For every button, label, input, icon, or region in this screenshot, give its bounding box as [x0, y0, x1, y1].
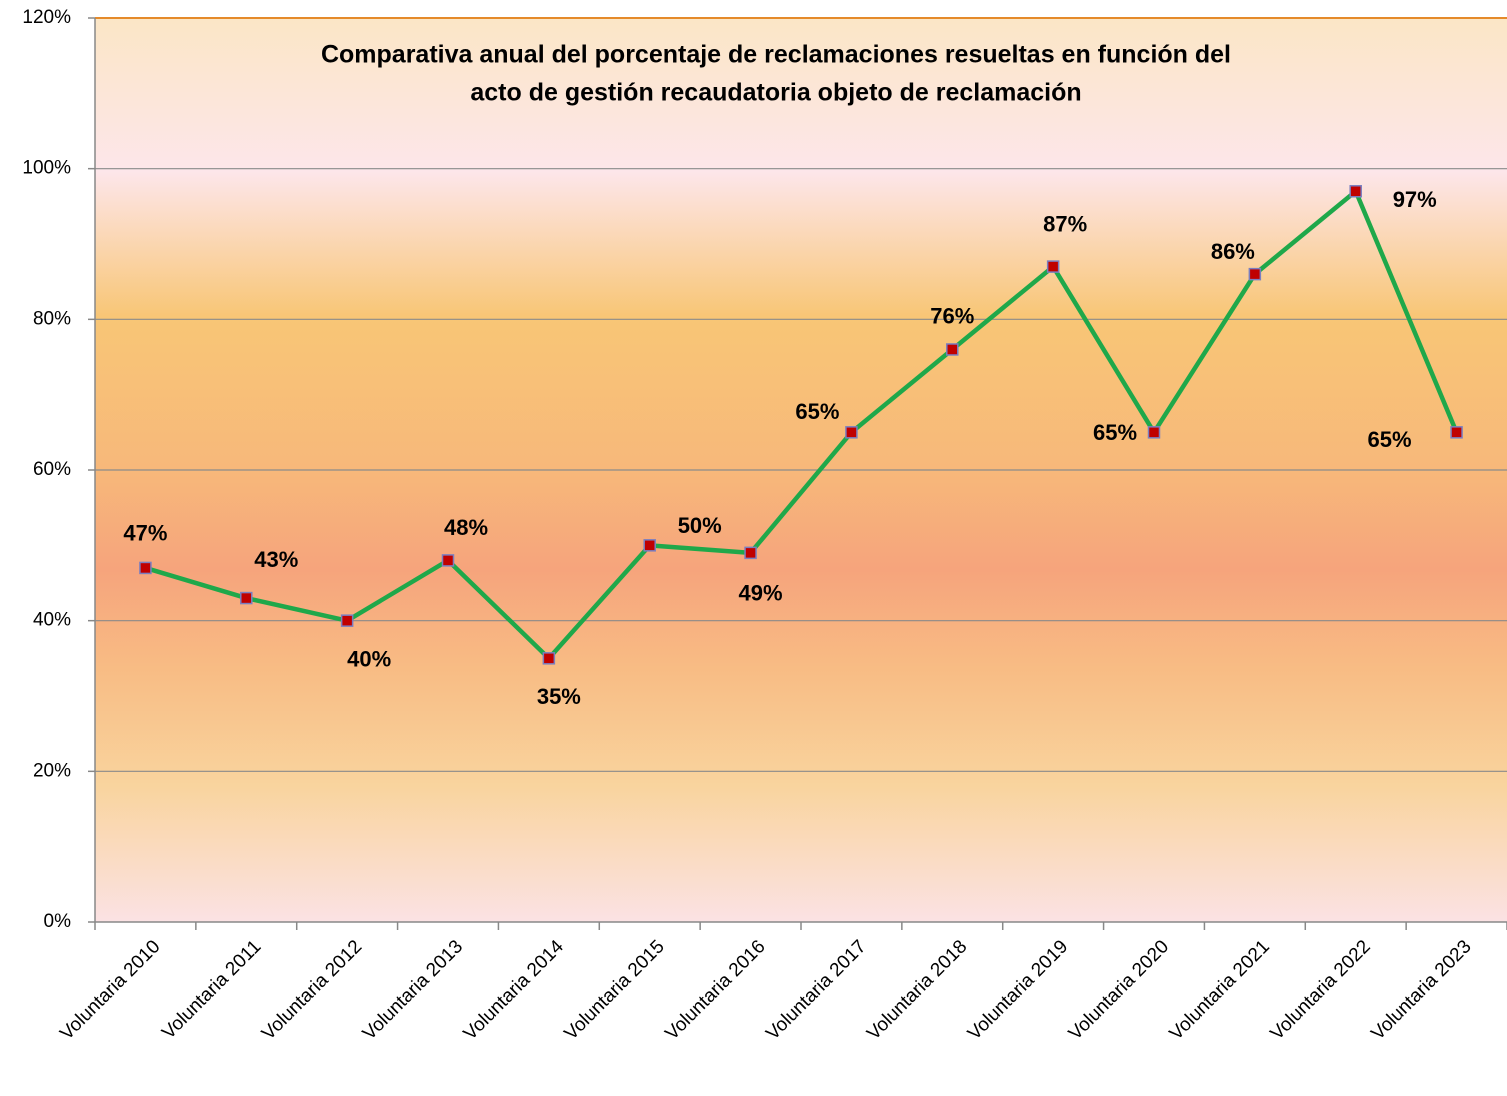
marker — [240, 591, 253, 605]
data-label: 86% — [1211, 239, 1255, 264]
marker — [744, 546, 757, 560]
data-label: 43% — [254, 547, 298, 572]
x-tick-label: Voluntaria 2020 — [1065, 936, 1173, 1044]
marker — [1349, 185, 1362, 198]
y-tick-label: 100% — [22, 158, 71, 179]
x-tick-label: Voluntaria 2013 — [359, 936, 467, 1044]
y-tick-label: 80% — [33, 308, 71, 329]
x-tick-label: Voluntaria 2014 — [460, 936, 569, 1045]
chart-title: Comparativa anual del porcentaje de recl… — [321, 41, 1231, 69]
y-tick-label: 20% — [33, 760, 71, 781]
data-label: 35% — [537, 684, 581, 709]
x-tick-label: Voluntaria 2022 — [1267, 936, 1375, 1044]
y-tick-label: 120% — [22, 7, 71, 28]
data-label: 48% — [444, 515, 488, 540]
y-tick-label: 60% — [33, 459, 71, 480]
data-label: 40% — [347, 646, 391, 671]
data-label: 65% — [1093, 420, 1137, 445]
x-tick-label: Voluntaria 2021 — [1166, 936, 1274, 1044]
data-label: 49% — [739, 581, 783, 606]
marker — [542, 652, 556, 665]
data-line — [144, 189, 1459, 661]
marker — [643, 539, 656, 552]
data-label: 97% — [1393, 187, 1437, 212]
x-tick-label: Voluntaria 2019 — [964, 936, 1072, 1044]
data-label: 65% — [1368, 427, 1412, 452]
data-label: 87% — [1043, 211, 1087, 236]
x-tick-label: Voluntaria 2023 — [1367, 936, 1475, 1044]
x-tick-label: Voluntaria 2016 — [661, 936, 769, 1044]
marker — [946, 343, 959, 356]
y-tick-label: 0% — [44, 911, 72, 932]
marker — [1147, 426, 1161, 439]
data-label: 47% — [123, 521, 167, 546]
marker — [1450, 426, 1463, 439]
x-tick-label: Voluntaria 2012 — [258, 936, 366, 1044]
marker — [1248, 267, 1262, 281]
chart-title: acto de gestión recaudatoria objeto de r… — [470, 79, 1081, 107]
data-label: 76% — [930, 303, 974, 328]
marker — [845, 426, 858, 439]
x-tick-label: Voluntaria 2011 — [158, 936, 265, 1043]
x-tick-label: Voluntaria 2015 — [561, 936, 669, 1044]
y-tick-label: 40% — [33, 610, 71, 631]
marker — [340, 614, 354, 627]
x-tick-label: Voluntaria 2018 — [863, 936, 971, 1044]
data-label: 65% — [795, 399, 839, 424]
x-tick-label: Voluntaria 2017 — [762, 936, 870, 1044]
data-label: 50% — [678, 513, 722, 538]
marker — [441, 554, 455, 567]
marker — [139, 561, 152, 575]
x-tick-label: Voluntaria 2010 — [56, 936, 164, 1044]
marker — [1046, 260, 1060, 273]
